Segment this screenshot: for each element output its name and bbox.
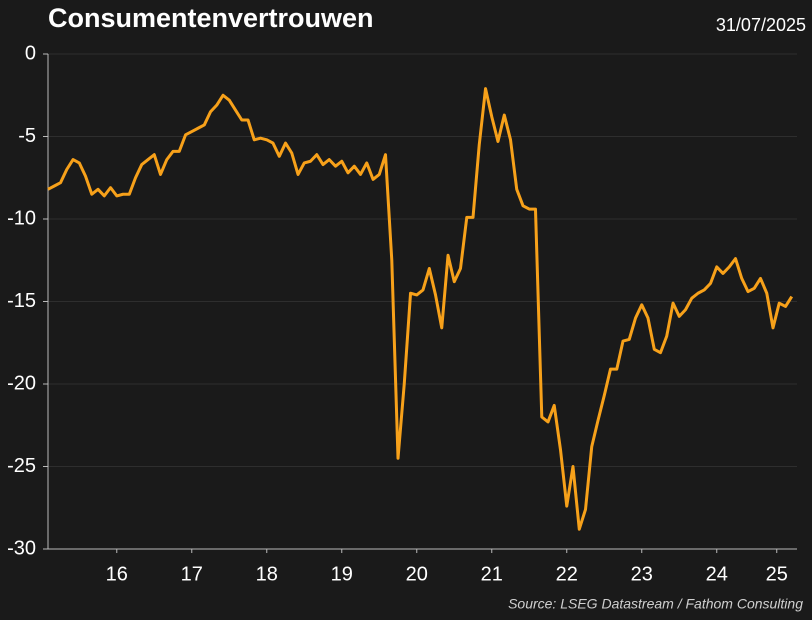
- x-tick-label: 16: [106, 563, 128, 585]
- y-tick-label: -30: [7, 537, 36, 559]
- y-tick-label: -10: [7, 207, 36, 229]
- y-tick-label: -25: [7, 455, 36, 477]
- x-tick-label: 20: [406, 563, 428, 585]
- x-tick-label: 25: [766, 563, 788, 585]
- x-tick-label: 23: [631, 563, 653, 585]
- x-tick-label: 19: [331, 563, 353, 585]
- x-tick-label: 22: [556, 563, 578, 585]
- y-tick-label: -15: [7, 290, 36, 312]
- x-tick-label: 17: [181, 563, 203, 585]
- x-tick-label: 21: [481, 563, 503, 585]
- chart-title: Consumentenvertrouwen: [48, 3, 374, 33]
- y-tick-label: 0: [25, 42, 36, 64]
- chart-date: 31/07/2025: [716, 15, 806, 35]
- x-tick-label: 24: [706, 563, 728, 585]
- data-line: [47, 87, 794, 531]
- x-tick-label: 18: [256, 563, 278, 585]
- source-note: Source: LSEG Datastream / Fathom Consult…: [508, 596, 803, 612]
- y-tick-label: -20: [7, 372, 36, 394]
- y-tick-label: -5: [18, 125, 36, 147]
